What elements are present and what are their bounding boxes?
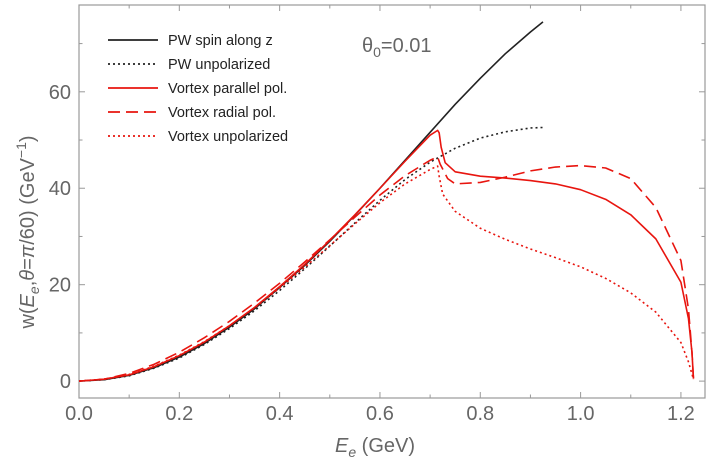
legend-label: Vortex parallel pol.: [168, 81, 287, 97]
series-line: [78, 129, 695, 382]
x-tick-label: 0.8: [466, 403, 494, 425]
theta0-annotation: θ0=0.01: [362, 35, 432, 60]
x-tick-label: 0.4: [266, 403, 294, 425]
x-tick-label: 0.0: [65, 403, 93, 425]
plot-border: [78, 4, 706, 399]
series-line: [78, 165, 695, 382]
legend-label: PW spin along z: [168, 33, 273, 49]
curves: [78, 21, 695, 382]
y-tick-label: 60: [49, 82, 71, 104]
y-tick-label: 40: [49, 178, 71, 200]
y-axis-title: w(Ee,θ=π/60) (GeV−1): [13, 135, 42, 329]
x-tick-label: 1.2: [667, 403, 695, 425]
series-line: [78, 126, 544, 382]
x-tick-label: 0.2: [165, 403, 193, 425]
y-tick-label: 0: [60, 371, 71, 393]
x-tick-label: 0.6: [366, 403, 394, 425]
legend-label: PW unpolarized: [168, 57, 270, 73]
legend-label: Vortex radial pol.: [168, 105, 276, 121]
y-tick-label: 20: [49, 275, 71, 297]
axis-ticks: 0.0 0.2 0.4 0.6 0.8 1.0 1.2 0 20 40 60: [49, 5, 705, 425]
legend-label: Vortex unpolarized: [168, 129, 288, 145]
x-axis-title: Ee (GeV): [335, 435, 415, 460]
x-tick-label: 1.0: [567, 403, 595, 425]
plot-frame: [78, 4, 706, 399]
legend: PW spin along z PW unpolarized Vortex para…: [108, 33, 288, 145]
series-line: [78, 21, 544, 382]
series-line: [78, 156, 695, 382]
